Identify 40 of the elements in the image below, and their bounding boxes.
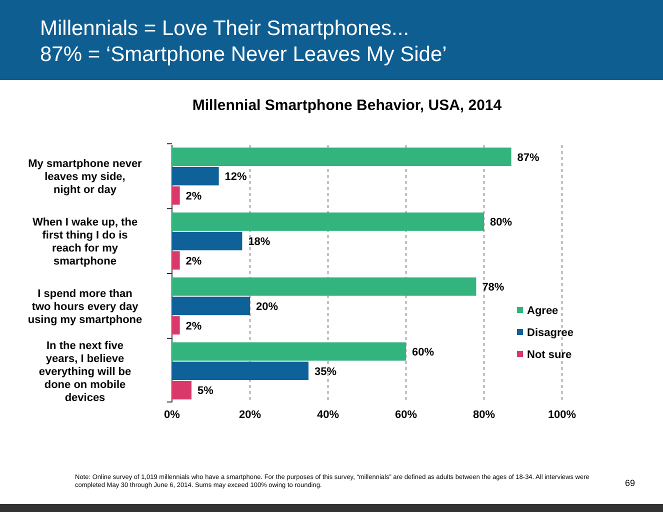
data-label: 2% (186, 190, 202, 203)
data-label: 35% (314, 366, 337, 378)
data-label: 60% (412, 346, 434, 358)
x-tick-label: 60% (394, 408, 418, 421)
y-tick-label: When I wake up, the first thing I do is reach for my smartphone (32, 216, 138, 268)
data-label: 2% (186, 255, 202, 268)
data-label: 78% (482, 282, 504, 294)
bar (172, 342, 406, 361)
x-tick-label: 40% (316, 408, 340, 421)
legend-label: Agree (527, 305, 558, 317)
y-tick-label: My smartphone never leaves my side, night or day (28, 158, 143, 196)
bar (172, 166, 219, 186)
chart-title: Millennials = Love Their Smartphones... 87% = ‘Smartphone Never Leaves My Side’ (40, 17, 447, 66)
data-label: 20% (256, 300, 278, 313)
data-label: 80% (490, 216, 512, 229)
bar (172, 316, 180, 335)
legend-label: Disagree (527, 327, 574, 339)
bar (172, 296, 250, 316)
bar (172, 277, 476, 296)
data-label: 87% (517, 152, 540, 164)
x-tick-label: 0% (164, 408, 180, 421)
bar (172, 362, 308, 380)
bar (172, 148, 512, 166)
text: 69 (624, 478, 636, 488)
chart-subtitle: Millennial Smartphone Behavior, USA, 2014 (192, 97, 502, 114)
y-tick-label: I spend more than two hours every day using my smartphone (28, 288, 142, 326)
bar (172, 186, 180, 205)
x-tick-label: 20% (238, 408, 262, 421)
bar (172, 232, 242, 250)
data-label: 5% (198, 385, 214, 398)
x-tick-label: 100% (548, 408, 576, 421)
data-label: 12% (224, 171, 248, 184)
bar (172, 251, 180, 270)
legend-label: Not sure (527, 349, 572, 361)
data-label: 2% (186, 320, 202, 332)
data-label: 18% (248, 236, 270, 248)
y-tick-label: In the next five years, I believe everything will be done on mobile devices (38, 340, 132, 404)
bar (172, 381, 192, 400)
bar (172, 212, 484, 231)
x-tick-label: 80% (472, 408, 496, 421)
